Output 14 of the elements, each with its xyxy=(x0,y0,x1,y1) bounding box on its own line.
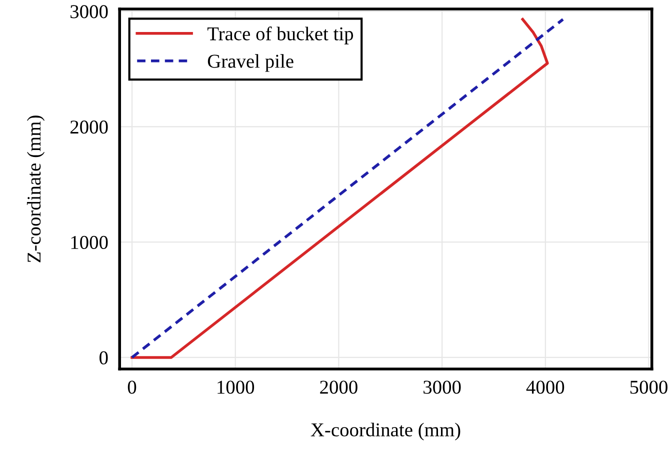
y-axis-title: Z-coordinate (mm) xyxy=(26,116,45,262)
y-tick-label: 0 xyxy=(100,351,108,364)
x-tick-label: 0 xyxy=(128,380,136,394)
y-tick-label: 1000 xyxy=(71,236,108,250)
x-tick-label: 2000 xyxy=(320,380,358,394)
legend-label: Gravel pile xyxy=(208,54,294,72)
y-tick-label: 3000 xyxy=(70,5,108,18)
x-tick-label: 1000 xyxy=(218,380,254,394)
x-tick-label: 3000 xyxy=(424,380,461,394)
legend-label: Trace of bucket tip xyxy=(207,26,354,44)
x-tick-label: 4000 xyxy=(526,380,564,394)
x-tick-label: 5000 xyxy=(630,380,668,394)
y-tick-label: 2000 xyxy=(70,120,108,134)
x-axis-title: X-coordinate (mm) xyxy=(310,422,460,440)
